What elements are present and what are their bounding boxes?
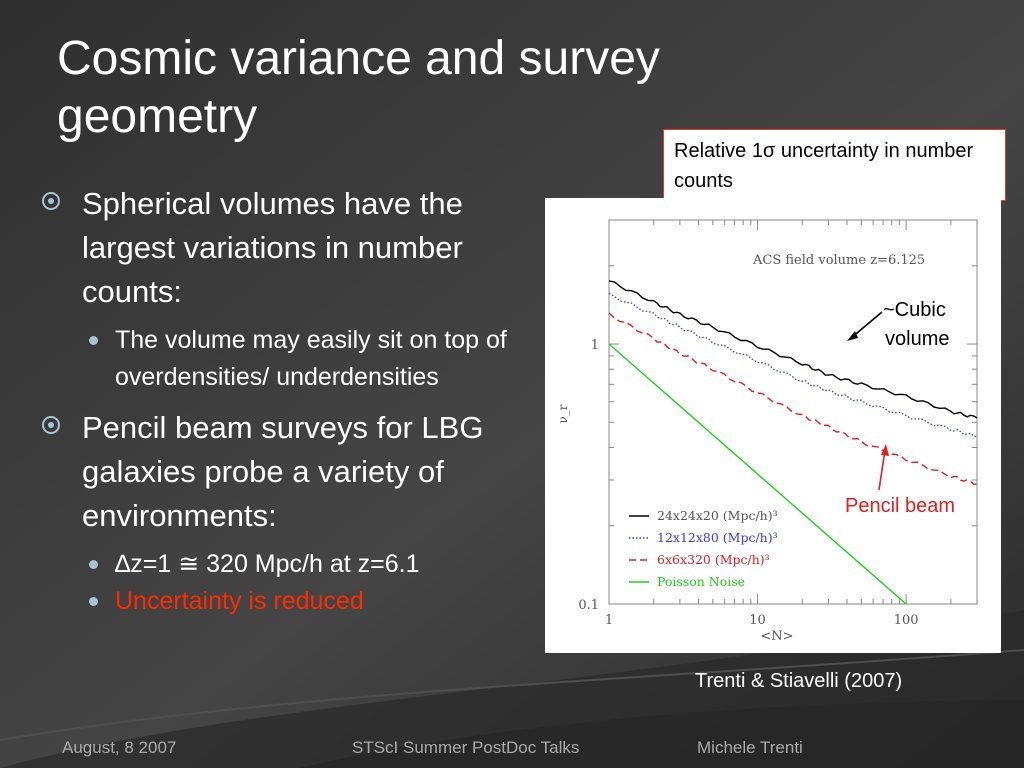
sub-bullet-redshift: ∆z=1 ≅ 320 Mpc/h at z=6.1 [42, 546, 532, 583]
y-tick-label: 1 [591, 338, 599, 353]
sub-bullet-text: ∆z=1 ≅ 320 Mpc/h at z=6.1 [115, 550, 420, 578]
bullet-circle-icon [42, 192, 60, 210]
series-line-3 [608, 312, 978, 486]
slide-title: Cosmic variance and survey geometry [57, 32, 660, 143]
legend-label: 24x24x20 (Mpc/h)³ [657, 508, 778, 523]
legend: 24x24x20 (Mpc/h)³ 12x12x80 (Mpc/h)³ 6x6x32… [629, 508, 778, 589]
callout-arrowhead-pencil [881, 444, 889, 456]
bullet-circle-icon [42, 416, 60, 434]
bullet-pencil-beam: Pencil beam surveys for LBG galaxies pro… [42, 406, 532, 538]
bullet-dot-icon [89, 336, 98, 345]
footer-author: Michele Trenti [697, 738, 803, 757]
legend-label: 12x12x80 (Mpc/h)³ [657, 530, 778, 545]
callout-arrow-cubic [850, 311, 883, 339]
x-tick-label: 10 [749, 613, 766, 628]
bullet-dot-icon [89, 597, 98, 606]
footer-date: August, 8 2007 [62, 738, 177, 757]
sub-bullet-text: Uncertainty is reduced [115, 587, 364, 615]
uncertainty-note: Relative 1σ uncertainty in number counts [663, 129, 1006, 201]
x-tick-label: 100 [894, 613, 919, 628]
bullet-spherical: Spherical volumes have the largest varia… [42, 182, 532, 314]
series-line-1 [608, 280, 978, 419]
bullet-text: Spherical volumes have the largest varia… [82, 186, 463, 309]
citation: Trenti & Stiavelli (2007) [695, 670, 903, 692]
series-line-2 [608, 292, 978, 438]
y-axis-label: ν_r [556, 404, 570, 423]
legend-label: 6x6x320 (Mpc/h)³ [657, 552, 770, 567]
footer-event: STScI Summer PostDoc Talks [352, 738, 580, 757]
sub-bullet-overdensities: The volume may easily sit on top of over… [42, 322, 532, 396]
callout-cubic-volume: ~Cubic volume [883, 299, 951, 350]
plot-frame [608, 219, 978, 605]
callout-arrowhead-cubic [847, 331, 858, 341]
bullet-list: Spherical volumes have the largest varia… [42, 182, 532, 620]
y-tick-label: 0.1 [578, 598, 599, 613]
chart-annotation: ACS field volume z=6.125 [752, 253, 925, 268]
series-line-4 [608, 343, 907, 605]
callout-arrow-pencil [878, 449, 886, 491]
x-tick-label: 1 [605, 613, 613, 628]
chart-panel: 1 10 100 1 0.1 ACS field volume z=6.125 <N> … [545, 198, 1001, 653]
bullet-text: Pencil beam surveys for LBG galaxies pro… [82, 410, 484, 533]
bullet-dot-icon [89, 560, 98, 569]
legend-label: Poisson Noise [657, 574, 745, 589]
x-axis-label: <N> [760, 629, 793, 644]
callout-pencil-beam: Pencil beam [845, 495, 955, 517]
sub-bullet-text: The volume may easily sit on top of over… [115, 326, 507, 391]
sub-bullet-uncertainty: Uncertainty is reduced [42, 583, 532, 620]
